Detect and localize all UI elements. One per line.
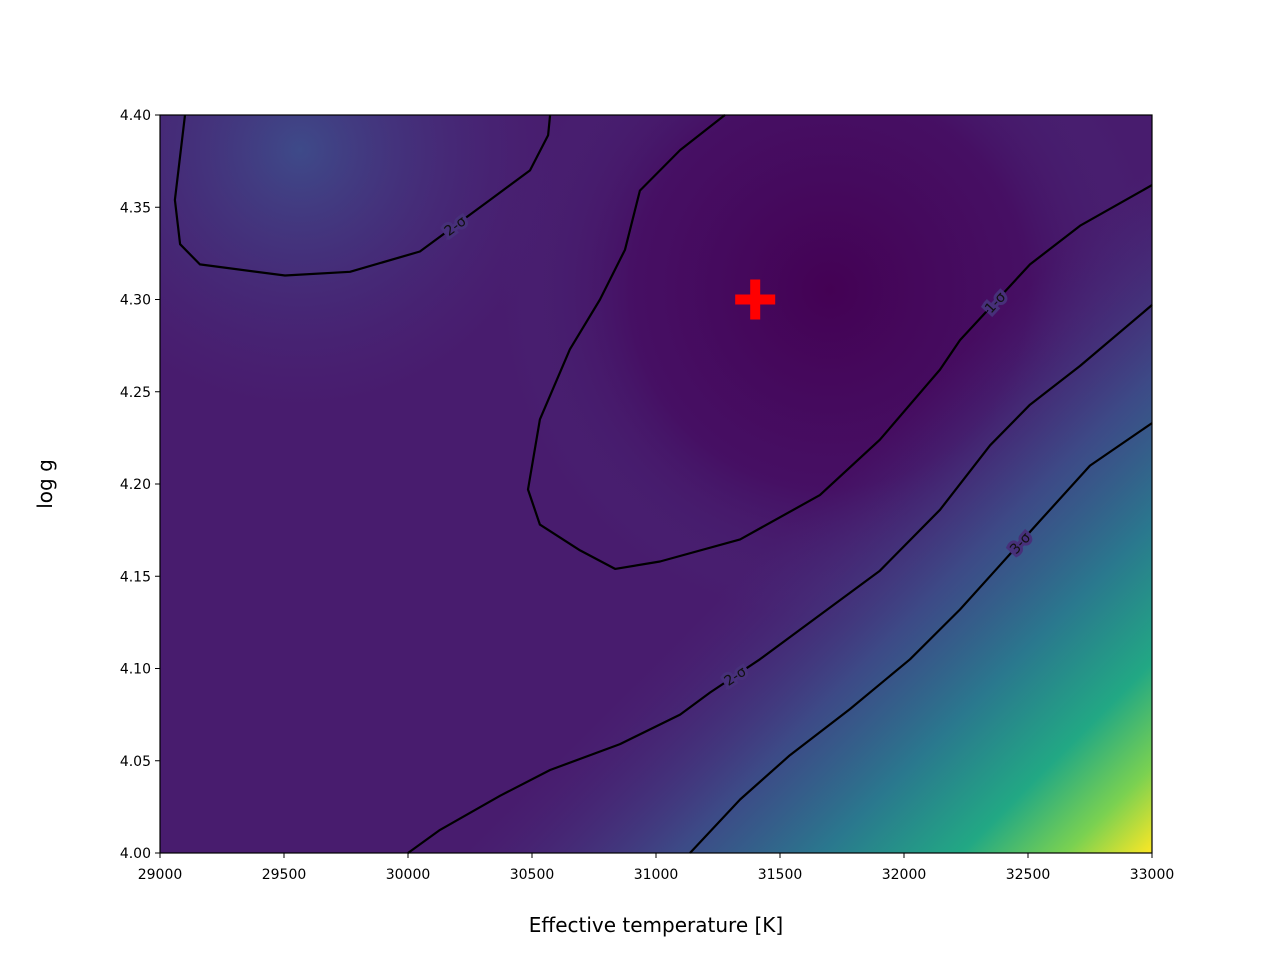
x-axis-label: Effective temperature [K] <box>529 913 783 937</box>
x-tick-label: 32500 <box>1006 867 1051 883</box>
x-tick-label: 32000 <box>882 867 927 883</box>
y-tick-label: 4.05 <box>120 754 151 770</box>
y-tick-label: 4.20 <box>120 477 151 493</box>
contour-line <box>407 304 1153 854</box>
y-tick-label: 4.10 <box>120 662 151 678</box>
y-tick-label: 4.15 <box>120 569 151 585</box>
heatmap <box>160 115 1152 853</box>
best-fit-marker <box>735 279 776 320</box>
contour-line <box>173 114 552 277</box>
y-tick-label: 4.00 <box>120 846 151 862</box>
y-tick-label: 4.30 <box>120 293 151 309</box>
x-tick-label: 31000 <box>634 867 679 883</box>
y-tick-label: 4.25 <box>120 385 151 401</box>
x-tick-label: 29500 <box>262 867 307 883</box>
x-tick-label: 30500 <box>510 867 555 883</box>
x-tick-label: 29000 <box>138 867 183 883</box>
y-tick-label: 4.35 <box>120 200 151 216</box>
contour-line <box>689 422 1153 854</box>
y-tick-label: 4.40 <box>120 108 151 124</box>
x-tick-label: 31500 <box>758 867 803 883</box>
x-tick-label: 33000 <box>1130 867 1175 883</box>
y-axis-label: log g <box>33 459 57 509</box>
x-tick-label: 30000 <box>386 867 431 883</box>
contour-line <box>526 114 1153 570</box>
